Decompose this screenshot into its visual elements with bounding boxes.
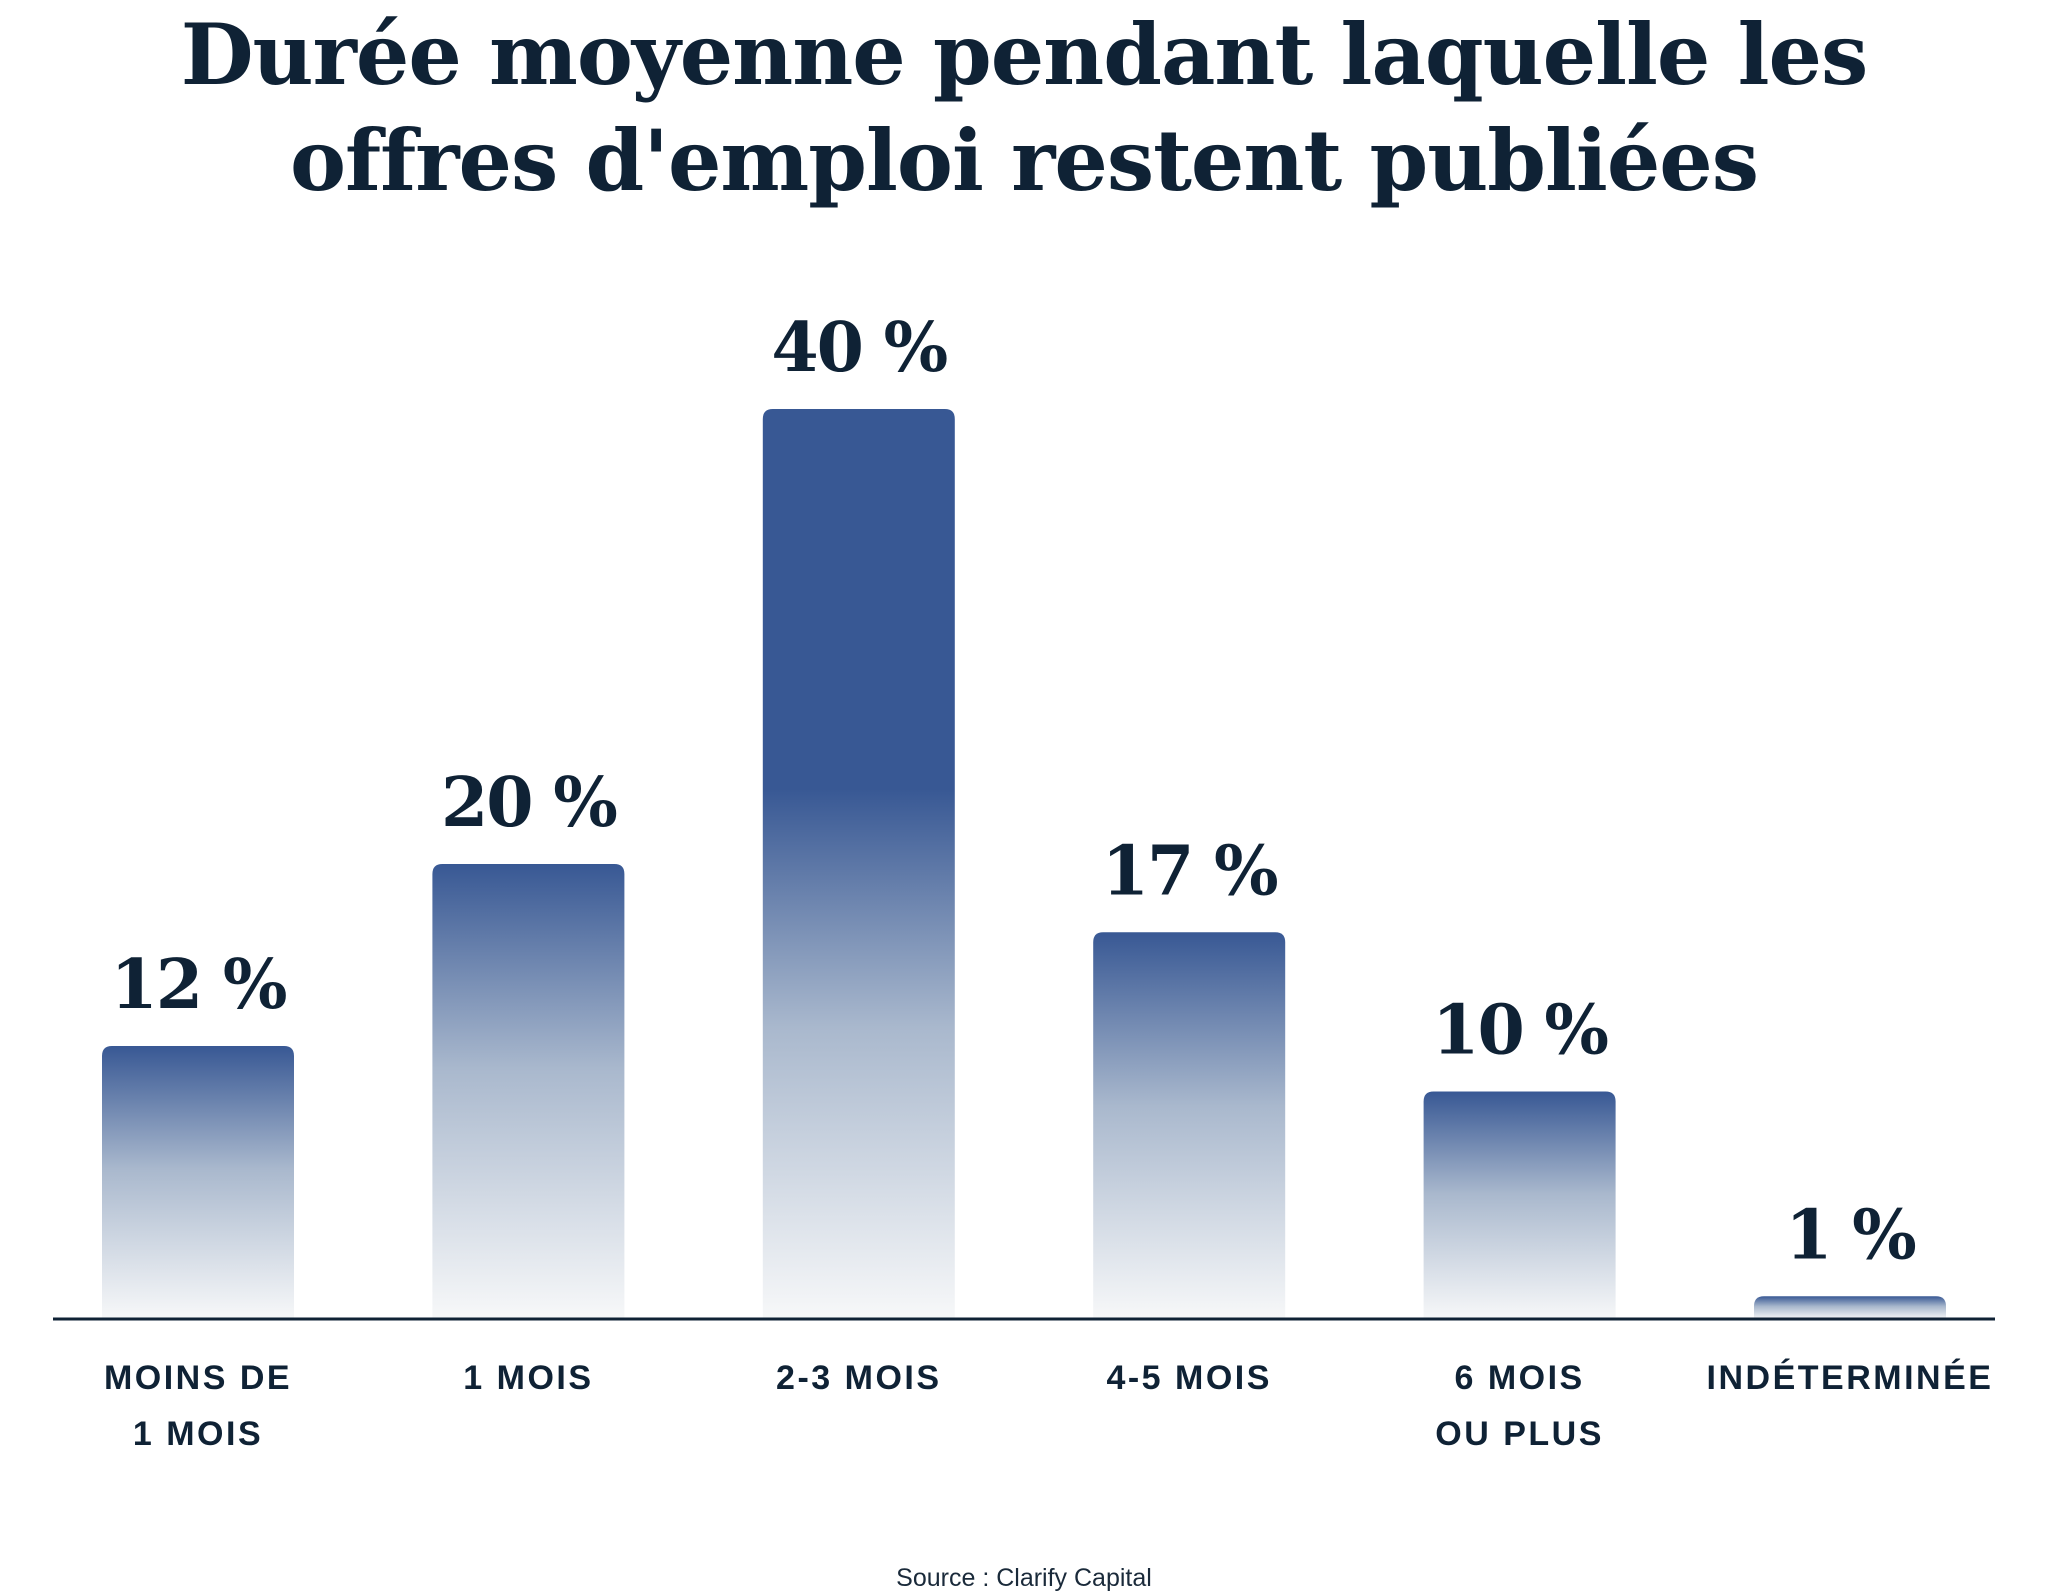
data-label: 10 %: [1432, 991, 1607, 1071]
category-label: 2-3 MOIS: [776, 1359, 941, 1397]
data-label: 20 %: [441, 763, 616, 843]
category-label: OU PLUS: [1435, 1415, 1604, 1453]
chart-title: Durée moyenne pendant laquelle les offre…: [0, 0, 2048, 214]
category-label: 6 MOIS: [1454, 1359, 1584, 1397]
category-label: 1 MOIS: [133, 1415, 263, 1453]
bar: [1754, 1296, 1946, 1319]
category-label: 4-5 MOIS: [1106, 1359, 1271, 1397]
bar: [1423, 1091, 1616, 1319]
source-note: Source : Clarify Capital: [896, 1564, 1152, 1592]
chart-title-line-2: offres d'emploi restent publiées: [289, 111, 1759, 210]
category-label: INDÉTERMINÉE: [1707, 1359, 1994, 1397]
bar: [102, 1046, 294, 1319]
data-label: 40 %: [771, 308, 946, 388]
category-label: MOINS DE: [104, 1359, 292, 1397]
data-label: 17 %: [1102, 831, 1277, 911]
bar: [432, 864, 625, 1319]
bar: [762, 409, 955, 1319]
data-label: 12 %: [111, 945, 286, 1025]
chart-title-line-1: Durée moyenne pendant laquelle les: [180, 5, 1869, 104]
category-label: 1 MOIS: [463, 1359, 593, 1397]
bar: [1093, 932, 1286, 1319]
data-label: 1 %: [1785, 1195, 1915, 1275]
